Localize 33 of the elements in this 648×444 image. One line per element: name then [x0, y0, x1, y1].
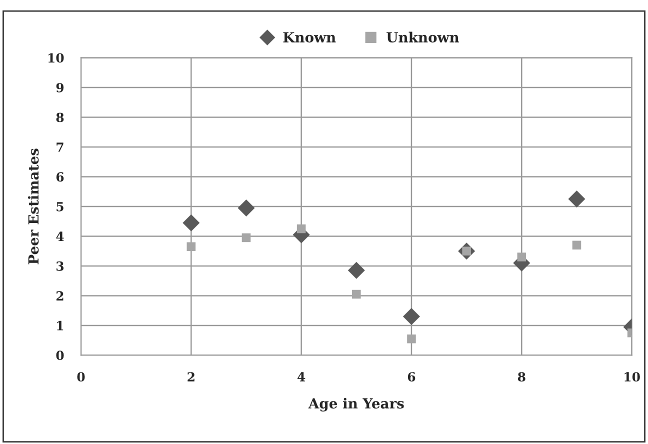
- point: [238, 199, 255, 216]
- y-tick-label: 5: [56, 202, 64, 212]
- y-tick-label: 10: [48, 53, 64, 63]
- point: [517, 252, 526, 262]
- y-tick-label: 9: [56, 82, 64, 92]
- point: [572, 240, 582, 250]
- x-tick-label: 6: [408, 372, 416, 382]
- x-tick-label: 8: [518, 372, 526, 382]
- x-tick-label: 0: [77, 372, 85, 382]
- y-tick-label: 0: [56, 350, 64, 360]
- x-axis-title: Age in Years: [308, 398, 404, 412]
- y-tick-label: 7: [56, 142, 64, 152]
- legend-label: Known: [283, 32, 336, 43]
- y-tick-label: 3: [56, 261, 64, 271]
- point: [242, 233, 251, 242]
- point: [348, 262, 365, 279]
- x-tick-label: 4: [297, 372, 306, 382]
- point: [407, 334, 416, 344]
- y-tick-label: 2: [56, 291, 64, 300]
- x-tick-label: 10: [624, 372, 640, 382]
- point: [402, 308, 420, 326]
- point: [296, 224, 306, 234]
- point: [182, 214, 200, 232]
- x-tick-label: 2: [188, 372, 194, 382]
- y-tick-label: 4: [56, 232, 64, 241]
- y-tick-label: 8: [56, 112, 64, 122]
- point: [568, 190, 586, 208]
- point: [352, 290, 361, 299]
- point: [186, 242, 196, 252]
- y-axis-title: Peer Estimates: [28, 148, 39, 264]
- legend-label: Unknown: [386, 32, 460, 43]
- y-tick-label: 6: [56, 172, 64, 182]
- y-tick-label: 1: [57, 320, 64, 330]
